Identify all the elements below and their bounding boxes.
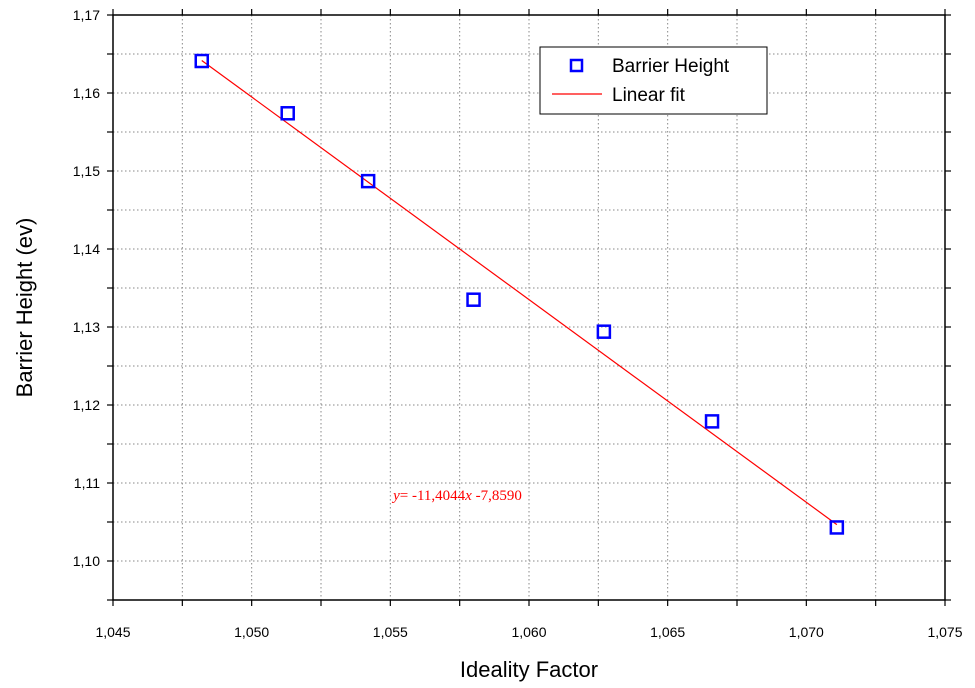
data-point-marker — [704, 414, 720, 429]
y-tick-label: 1,16 — [73, 85, 100, 101]
y-tick-label: 1,10 — [73, 553, 100, 569]
eq-y: y — [391, 488, 400, 504]
x-tick-label: 1,075 — [927, 624, 962, 640]
fit-equation: y= -11,4044x -7,8590 — [391, 488, 522, 504]
data-point-marker — [280, 106, 295, 121]
eq-rest: -7,8590 — [472, 488, 522, 504]
data-point-marker — [466, 292, 481, 307]
legend-marker-square — [569, 58, 584, 73]
x-tick-labels: 1,045 1,050 1,055 1,060 1,065 1,070 1,075 — [95, 624, 962, 640]
legend-label-linear-fit: Linear fit — [612, 85, 686, 106]
fit-line — [201, 60, 838, 526]
x-tick-label: 1,045 — [95, 624, 130, 640]
y-tick-label: 1,11 — [74, 475, 100, 491]
eq-coef: = -11,4044 — [400, 488, 466, 504]
y-axis-title: Barrier Height (ev) — [12, 218, 37, 398]
y-tick-label: 1,15 — [73, 163, 100, 179]
y-tick-label: 1,12 — [73, 397, 100, 413]
y-tick-label: 1,14 — [73, 241, 100, 257]
y-tick-label: 1,13 — [73, 319, 100, 335]
ticks — [107, 9, 951, 606]
x-axis-title: Ideality Factor — [460, 657, 598, 682]
data-markers — [194, 53, 845, 535]
x-tick-label: 1,070 — [789, 624, 824, 640]
y-tick-label: 1,17 — [73, 7, 100, 23]
legend: Barrier Height Linear fit — [539, 46, 768, 115]
eq-x: x — [464, 488, 472, 504]
x-tick-label: 1,055 — [373, 624, 408, 640]
legend-label-barrier-height: Barrier Height — [612, 56, 730, 77]
data-point-marker — [360, 173, 376, 189]
y-tick-labels: 1,10 1,11 1,12 1,13 1,14 1,15 1,16 1,17 — [73, 7, 100, 569]
data-point-marker — [829, 520, 845, 535]
legend-box — [539, 46, 768, 115]
data-point-marker — [596, 324, 612, 339]
x-tick-label: 1,060 — [511, 624, 546, 640]
data-point-marker — [194, 53, 209, 69]
x-tick-label: 1,050 — [234, 624, 269, 640]
x-tick-label: 1,065 — [650, 624, 685, 640]
